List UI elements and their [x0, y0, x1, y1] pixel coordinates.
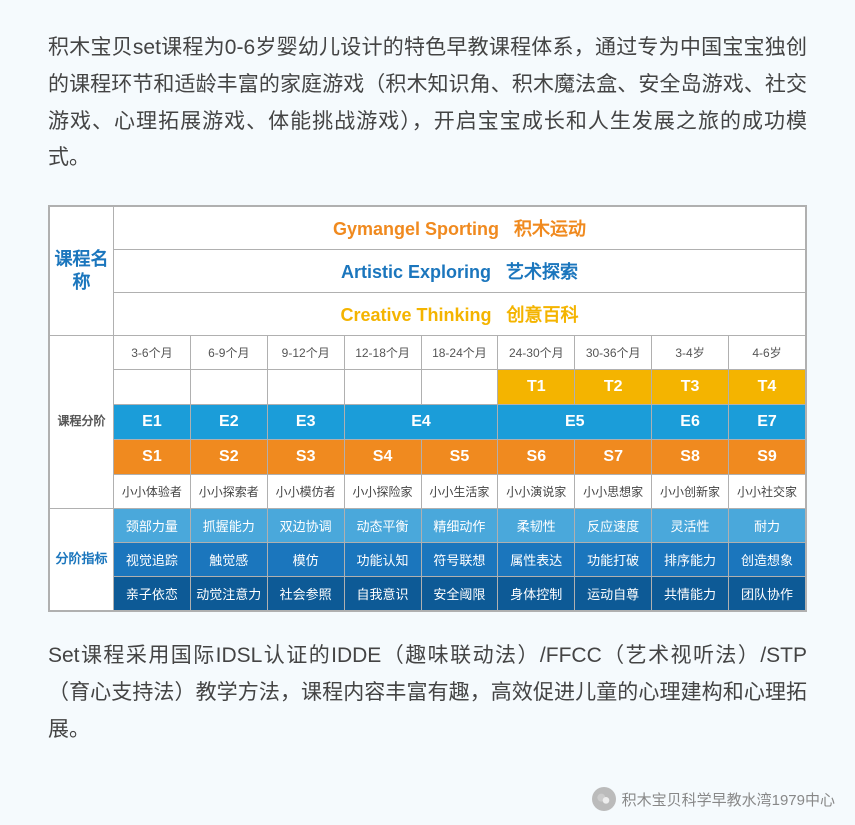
wechat-icon [592, 787, 616, 811]
label-indicators: 分阶指标 [50, 509, 114, 611]
course-2: Artistic Exploring 艺术探索 [114, 250, 806, 293]
course-1: Gymangel Sporting 积木运动 [114, 207, 806, 250]
indicator-row-2: 视觉追踪触觉感模仿 功能认知符号联想属性表达 功能打破排序能力创造想象 [50, 543, 806, 577]
indicator-row-1: 分阶指标 颈部力量抓握能力双边协调 动态平衡精细动作柔韧性 反应速度灵活性耐力 [50, 509, 806, 543]
t-row: T1T2T3T4 [50, 370, 806, 405]
indicator-row-3: 亲子依恋动觉注意力社会参照 自我意识安全阈限身体控制 运动自尊共情能力团队协作 [50, 577, 806, 611]
role-row: 小小体验者小小探索者小小模仿者 小小探险家小小生活家小小演说家 小小思想家小小创… [50, 475, 806, 509]
curriculum-table: 课程名称 Gymangel Sporting 积木运动 Artistic Exp… [48, 205, 807, 612]
intro-text: 积木宝贝set课程为0-6岁婴幼儿设计的特色早教课程体系，通过专为中国宝宝独创的… [48, 30, 807, 177]
outro-text: Set课程采用国际IDSL认证的IDDE（趣味联动法）/FFCC（艺术视听法）/… [48, 638, 807, 748]
e-row: E1 E2 E3 E4 E5 E6 E7 [50, 405, 806, 440]
course-3: Creative Thinking 创意百科 [114, 293, 806, 336]
age-row: 课程分阶 3-6个月6-9个月9-12个月 12-18个月18-24个月24-3… [50, 336, 806, 370]
s-row: S1S2S3 S4S5S6 S7S8S9 [50, 440, 806, 475]
label-stages: 课程分阶 [50, 336, 114, 509]
label-courses: 课程名称 [50, 207, 114, 336]
attribution-text: 积木宝贝科学早教水湾1979中心 [622, 789, 835, 810]
wechat-attribution: 积木宝贝科学早教水湾1979中心 [592, 787, 835, 811]
